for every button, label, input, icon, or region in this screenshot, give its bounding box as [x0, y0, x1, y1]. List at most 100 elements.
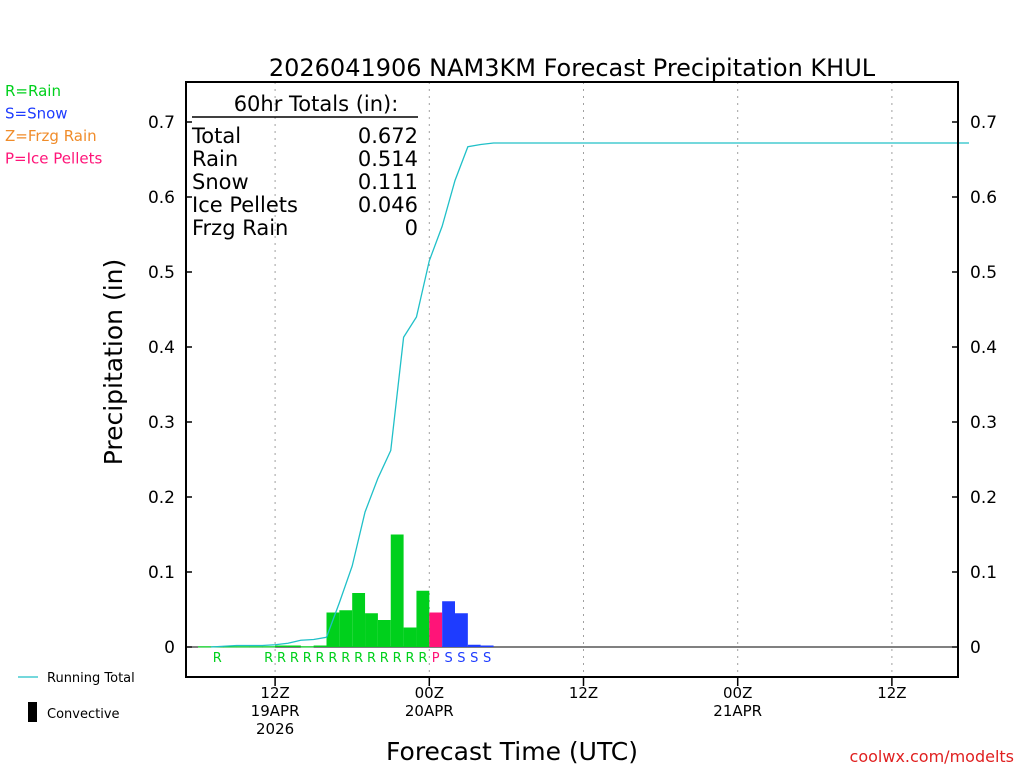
legend-text-1: Convective [47, 707, 120, 722]
plot-frame [185, 81, 959, 678]
totals-label-2: Snow [192, 170, 249, 194]
precip-bar-8 [300, 646, 314, 648]
totals-value-3: 0.046 [358, 193, 418, 217]
plot-line [210, 142, 969, 648]
x-tick-label-0-0: 12Z [260, 684, 289, 702]
type-letter-8: R [354, 651, 363, 666]
type-letter-6: R [328, 651, 337, 666]
running-total-line [210, 142, 969, 648]
precip-bar-16 [403, 627, 417, 647]
precip-bar-3 [236, 646, 250, 648]
precip-bar-13 [365, 613, 378, 647]
y-tick-label-right-1: 0.1 [970, 563, 997, 583]
precip-bar-19 [442, 601, 455, 647]
x-tick-label-2-0: 12Z [569, 684, 598, 702]
totals-value-1: 0.514 [358, 147, 418, 171]
type-letter-2: R [277, 651, 286, 666]
type-letter-5: R [316, 651, 325, 666]
y-tick-label-right-2: 0.2 [970, 488, 997, 508]
totals-label-0: Total [191, 124, 241, 148]
type-legend-3: P=Ice Pellets [5, 150, 102, 168]
y-axis-right: 0 0.1 0.2 0.3 0.4 0.5 0.6 0.7 [952, 113, 997, 658]
precip-bar-10 [326, 612, 340, 647]
totals-label-3: Ice Pellets [192, 193, 298, 217]
precip-bar-11 [339, 610, 353, 647]
y-tick-label-right-5: 0.5 [970, 263, 997, 283]
precip-bar-7 [287, 645, 301, 647]
y-tick-label-left-1: 0.1 [148, 563, 175, 583]
chart-title: 2026041906 NAM3KM Forecast Precipitation… [269, 54, 876, 82]
legend-text-0: Running Total [47, 671, 135, 686]
type-letter-12: R [406, 651, 415, 666]
y-tick-label-left-2: 0.2 [148, 488, 175, 508]
type-letter-15: S [444, 651, 452, 666]
precip-bar-20 [455, 613, 468, 647]
plot-grid [186, 82, 958, 677]
bottom-legend: Running Total Convective [18, 671, 135, 722]
credit-text: coolwx.com/modelts [850, 747, 1014, 766]
y-tick-label-right-6: 0.6 [970, 188, 997, 208]
precip-bar-9 [313, 645, 327, 647]
y-tick-label-right-7: 0.7 [970, 113, 997, 133]
y-tick-label-left-4: 0.4 [148, 338, 175, 358]
x-tick-label-4-0: 12Z [877, 684, 906, 702]
type-letter-18: S [483, 651, 491, 666]
type-letter-7: R [341, 651, 350, 666]
precip-bar-15 [390, 534, 404, 647]
plot-bars [198, 534, 494, 648]
y-axis-label: Precipitation (in) [99, 259, 128, 466]
x-tick-label-3-1: 21APR [713, 702, 762, 720]
type-legend-0: R=Rain [5, 82, 61, 100]
totals-header: 60hr Totals (in): [234, 92, 399, 116]
type-letter-9: R [367, 651, 376, 666]
y-tick-label-left-5: 0.5 [148, 263, 175, 283]
totals-value-0: 0.672 [358, 124, 418, 148]
type-legend: R=Rain S=Snow Z=Frzg Rain P=Ice Pellets [5, 82, 102, 168]
type-letter-4: R [303, 651, 312, 666]
x-tick-label-3-0: 00Z [723, 684, 752, 702]
y-tick-label-right-4: 0.4 [970, 338, 997, 358]
totals-box: 60hr Totals (in): Total 0.672 Rain 0.514 Snow… [191, 92, 418, 240]
x-tick-label-0-2: 2026 [256, 720, 294, 738]
precip-bar-5 [262, 646, 276, 648]
type-letter-10: R [380, 651, 389, 666]
y-tick-label-left-0: 0 [164, 638, 175, 658]
totals-label-1: Rain [192, 147, 238, 171]
x-tick-label-0-1: 19APR [251, 702, 300, 720]
x-tick-label-1-1: 20APR [405, 702, 454, 720]
type-letter-11: R [393, 651, 402, 666]
type-letter-14: P [432, 651, 440, 666]
precip-bar-22 [480, 645, 494, 647]
x-tick-label-1-0: 00Z [415, 684, 444, 702]
precip-bar-4 [249, 646, 263, 648]
precip-bar-14 [377, 620, 391, 647]
precip-bar-17 [416, 590, 430, 647]
y-tick-label-left-6: 0.6 [148, 188, 175, 208]
legend-convective-swatch [28, 702, 37, 722]
precip-bar-6 [275, 645, 288, 647]
type-letter-17: S [470, 651, 478, 666]
y-tick-label-right-0: 0 [970, 638, 981, 658]
type-letter-1: R [264, 651, 273, 666]
totals-value-4: 0 [405, 216, 418, 240]
type-letter-16: S [457, 651, 465, 666]
y-tick-label-left-7: 0.7 [148, 113, 175, 133]
precip-bar-12 [352, 593, 366, 647]
y-tick-label-left-3: 0.3 [148, 413, 175, 433]
precip-bar-21 [467, 644, 481, 647]
y-tick-label-right-3: 0.3 [970, 413, 997, 433]
type-legend-1: S=Snow [5, 105, 68, 123]
totals-label-4: Frzg Rain [192, 216, 288, 240]
type-letter-0: R [213, 651, 222, 666]
x-axis-label: Forecast Time (UTC) [386, 737, 638, 766]
totals-value-2: 0.111 [358, 170, 418, 194]
type-legend-2: Z=Frzg Rain [5, 127, 97, 145]
type-letter-3: R [290, 651, 299, 666]
precip-bar-0 [198, 646, 211, 648]
precip-bar-18 [429, 612, 443, 647]
y-axis-left: 0 0.1 0.2 0.3 0.4 0.5 0.6 0.7 [148, 113, 192, 658]
precip-bar-2 [223, 646, 237, 648]
